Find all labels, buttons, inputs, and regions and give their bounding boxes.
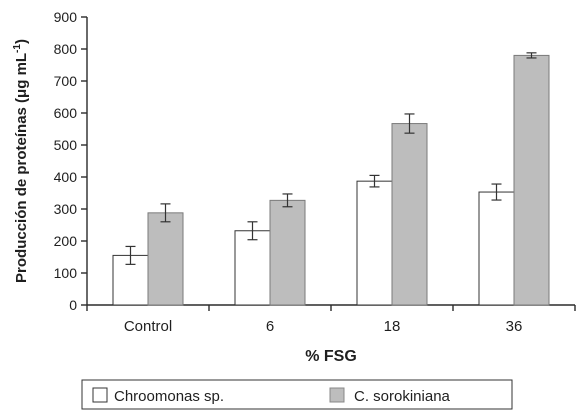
- legend-swatch-sorokiniana: [329, 387, 345, 403]
- error-bar: [369, 174, 380, 188]
- error-bars-layer: [125, 52, 537, 265]
- legend-swatch-chroomonas: [92, 387, 108, 403]
- error-bar: [526, 52, 537, 59]
- x-ticks: Control 6 18 36: [86, 305, 576, 335]
- error-bar: [404, 113, 415, 134]
- x-tick-label: 36: [506, 318, 523, 335]
- bar-chroomonas: [356, 180, 393, 306]
- y-tick-label: 600: [54, 105, 78, 121]
- x-tick-label: 18: [384, 318, 401, 335]
- legend-frame: [81, 379, 513, 410]
- y-tick-label: 400: [54, 169, 78, 185]
- y-tick-label: 900: [54, 9, 78, 25]
- x-tick-label: 6: [266, 318, 274, 335]
- bar-sorokiniana: [513, 54, 550, 306]
- legend-label-sorokiniana: C. sorokiniana: [354, 388, 451, 405]
- error-bar: [491, 183, 502, 201]
- y-tick-label: 500: [54, 137, 78, 153]
- bar-chroomonas: [234, 230, 271, 306]
- x-axis-title: % FSG: [305, 348, 357, 365]
- y-tick-label: 100: [54, 265, 78, 281]
- y-tick-label: 0: [69, 297, 77, 313]
- y-tick-label: 700: [54, 73, 78, 89]
- error-bar: [160, 203, 171, 223]
- y-axis-title: Producción de proteínas (μg mL-1): [12, 39, 30, 283]
- y-ticks: 0 100 200 300 400 500 600 700 800 900: [54, 9, 87, 313]
- y-tick-label: 300: [54, 201, 78, 217]
- y-axis-title-suffix: ): [13, 39, 30, 44]
- legend-label-chroomonas: Chroomonas sp.: [114, 388, 224, 405]
- y-axis-title-superscript: -1: [12, 44, 23, 53]
- y-axis-title-main: Producción de proteínas (μg mL: [13, 53, 30, 283]
- bars-layer: [112, 54, 550, 306]
- y-tick-label: 200: [54, 233, 78, 249]
- legend: Chroomonas sp. C. sorokiniana: [81, 379, 513, 410]
- bar-sorokiniana: [147, 212, 184, 306]
- error-bar: [247, 221, 258, 241]
- bar-sorokiniana: [391, 123, 428, 306]
- bar-sorokiniana: [269, 199, 306, 306]
- y-tick-label: 800: [54, 41, 78, 57]
- error-bar: [125, 245, 136, 265]
- x-tick-label: Control: [124, 318, 172, 335]
- bar-chroomonas: [478, 191, 515, 306]
- error-bar: [282, 193, 293, 208]
